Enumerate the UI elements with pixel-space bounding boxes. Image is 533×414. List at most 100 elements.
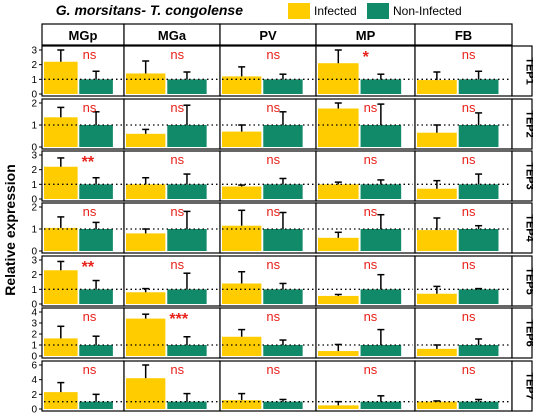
bar-non-infected (263, 79, 303, 94)
bar-infected (222, 131, 262, 147)
y-tick-label: 2 (31, 270, 37, 281)
y-axis-tep3: 0 1 2 3 (31, 151, 42, 206)
y-tick-label: 6 (31, 361, 37, 372)
significance-label: ns (170, 152, 184, 167)
row-label-tep1: TEP1 (511, 45, 533, 97)
row-label-tep2: TEP2 (511, 98, 533, 150)
panel-tep6-fb: ns (414, 307, 513, 359)
bar-non-infected (360, 345, 402, 356)
bar-non-infected (79, 289, 113, 304)
row-label-text: TEP3 (524, 162, 533, 190)
panel-tep2-pv: ns (219, 98, 317, 150)
bar-infected (417, 401, 457, 409)
panel-tep7-mgp: ns (41, 360, 125, 412)
panel-tep6-mp: ns (315, 307, 416, 359)
column-header-mp: MP (356, 28, 376, 43)
significance-label: ns (83, 204, 97, 219)
bar-non-infected (458, 345, 499, 356)
significance-label: *** (169, 311, 188, 328)
significance-label: ns (266, 204, 280, 219)
y-tick-label: 0 (31, 247, 37, 258)
significance-label: ns (266, 362, 280, 377)
significance-label: ns (364, 257, 378, 272)
panel-tep5-mgp: ** (41, 255, 125, 307)
y-tick-label: 2 (31, 99, 37, 110)
significance-label: ns (170, 47, 184, 62)
bar-infected (44, 117, 78, 147)
y-axis-tep4: 0 1 2 (31, 203, 42, 258)
y-tick-label: 1 (31, 225, 37, 236)
bar-non-infected (167, 289, 207, 304)
panel-tep4-fb: ns (414, 202, 513, 254)
panel-tep6-mga: *** (123, 307, 221, 359)
bar-non-infected (167, 125, 207, 147)
panel-tep3-pv: ns (219, 150, 317, 202)
y-tick-label: 4 (31, 375, 37, 386)
bar-infected (318, 405, 359, 409)
panel-tep7-mp: ns (315, 360, 416, 412)
row-label-text: TEP1 (524, 57, 533, 85)
y-tick-label: 2 (31, 165, 37, 176)
y-tick-label: 0 (31, 90, 37, 101)
bar-infected (126, 133, 166, 147)
bar-infected (126, 292, 166, 304)
y-tick-label: 0 (31, 405, 37, 414)
panel-tep7-pv: ns (219, 360, 317, 412)
bar-non-infected (360, 184, 402, 199)
bar-infected (417, 348, 457, 356)
bar-non-infected (458, 229, 499, 251)
row-label-box (511, 45, 533, 97)
panel-tep7-mga: ns (123, 360, 221, 412)
y-axis-tep2: 0 1 2 (31, 99, 42, 154)
legend-label-infected: Infected (314, 4, 357, 18)
legend: Infected Non-Infected (288, 3, 462, 19)
row-label-tep3: TEP3 (511, 150, 533, 202)
bar-non-infected (263, 345, 303, 356)
y-tick-label: 3 (31, 319, 37, 330)
significance-label: ns (83, 309, 97, 324)
row-label-tep7: TEP7 (511, 360, 533, 412)
bar-infected (222, 400, 262, 409)
bar-infected (222, 186, 262, 199)
y-tick-label: 3 (31, 256, 37, 267)
row-label-box (511, 255, 533, 307)
bar-infected (44, 270, 78, 304)
bar-non-infected (167, 184, 207, 199)
bar-infected (222, 76, 262, 94)
bar-non-infected (458, 401, 499, 409)
panel-tep4-mga: ns (123, 202, 221, 254)
y-tick-label: 3 (31, 46, 37, 57)
bar-non-infected (458, 79, 499, 94)
column-headers: MGp MGa PV MP FB (41, 23, 513, 46)
bar-infected (126, 233, 166, 251)
y-tick-label: 2 (31, 330, 37, 341)
significance-label: ns (266, 152, 280, 167)
panel-tep5-mga: ns (123, 255, 221, 307)
bar-non-infected (167, 401, 207, 409)
bar-non-infected (263, 289, 303, 304)
significance-label: ns (462, 362, 476, 377)
significance-label: ns (462, 47, 476, 62)
significance-label: ns (364, 152, 378, 167)
bar-infected (417, 80, 457, 94)
y-tick-label: 0 (31, 352, 37, 363)
legend-swatch-infected (288, 3, 310, 19)
y-tick-label: 0 (31, 300, 37, 311)
significance-label: ns (266, 257, 280, 272)
significance-label: ns (170, 100, 184, 115)
y-axis-tep5: 0 1 2 3 (31, 256, 42, 311)
bar-infected (417, 293, 457, 304)
significance-label: ns (170, 257, 184, 272)
legend-label-non-infected: Non-Infected (393, 4, 462, 18)
row-label-box (511, 307, 533, 359)
bar-infected (417, 132, 457, 147)
significance-label: ** (82, 154, 95, 171)
column-header-mga: MGa (158, 28, 187, 43)
row-label-box (511, 360, 533, 412)
significance-label: ns (83, 362, 97, 377)
y-tick-label: 1 (31, 75, 37, 86)
panel-tep6-pv: ns (219, 307, 317, 359)
bar-infected (222, 283, 262, 304)
significance-label: ns (364, 309, 378, 324)
